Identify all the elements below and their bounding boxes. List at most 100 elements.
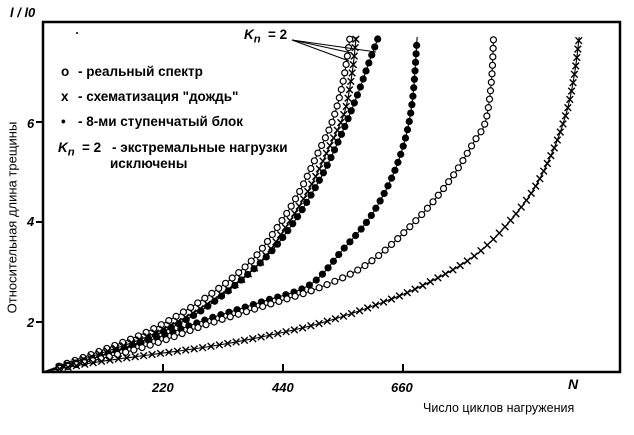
cross-marker [536, 174, 544, 183]
cross-marker [148, 350, 156, 359]
open-circle-marker [323, 280, 331, 289]
open-circle-marker [325, 126, 333, 134]
cross-marker [315, 319, 323, 328]
open-circle-marker [179, 308, 187, 316]
annotation-k: K [244, 27, 254, 42]
cross-marker [307, 322, 315, 330]
open-circle-marker [258, 244, 267, 252]
kn-annotation: Kn [244, 27, 261, 46]
cross-marker [223, 339, 232, 348]
filled-circle-marker [399, 142, 407, 150]
open-circle-marker [429, 198, 437, 206]
legend-label: - схематизация "дождь" [78, 89, 239, 104]
cross-marker [561, 112, 570, 120]
open-circle-marker [454, 164, 462, 172]
cross-marker [114, 355, 123, 363]
cross-marker [559, 120, 567, 128]
open-circle-marker [331, 110, 339, 118]
open-circle-marker [172, 312, 180, 320]
open-circle-marker [489, 53, 497, 61]
cross-marker [522, 196, 531, 205]
filled-circle-marker [407, 109, 415, 117]
filled-circle-marker [284, 227, 292, 235]
cross-marker [347, 309, 356, 318]
filled-circle-marker [365, 59, 373, 67]
open-circle-marker [307, 287, 315, 295]
filled-circle-marker [330, 146, 339, 154]
open-circle-marker [485, 95, 494, 103]
open-circle-marker [467, 142, 476, 150]
open-circle-marker [178, 329, 186, 338]
open-circle-marker [342, 60, 350, 69]
open-circle-marker [122, 348, 130, 356]
cross-marker [569, 78, 577, 87]
cross-marker [539, 167, 548, 175]
open-circle-marker [287, 202, 295, 210]
cross-marker [240, 336, 249, 345]
cross-marker [347, 77, 355, 86]
filled-circle-marker [413, 41, 421, 49]
open-circle-marker [263, 237, 272, 246]
open-circle-marker [484, 104, 492, 112]
filled-circle-marker [410, 75, 419, 83]
filled-circle-marker [371, 43, 379, 51]
open-circle-marker [250, 305, 259, 313]
cross-marker [290, 326, 299, 334]
cross-marker [556, 128, 565, 136]
filled-circle-marker [244, 270, 252, 279]
cross-marker [470, 252, 479, 260]
filled-circle-marker [319, 169, 328, 177]
open-circle-marker [226, 313, 234, 321]
cross-marker [547, 151, 555, 160]
plot-frame [41, 20, 622, 374]
cross-marker [89, 358, 97, 367]
y-tick-label: 4 [27, 214, 35, 229]
cross-marker [371, 301, 380, 309]
cross-marker [198, 343, 207, 352]
cross-marker [72, 361, 81, 370]
filled-circle-marker [273, 240, 282, 248]
cross-marker [403, 288, 412, 297]
cross-marker [355, 307, 364, 315]
filled-circle-marker [374, 35, 382, 43]
filled-circle-marker [350, 99, 358, 107]
open-circle-marker [194, 323, 202, 332]
filled-circle-marker [335, 250, 343, 259]
cross-marker [349, 60, 358, 69]
filled-circle-marker [362, 67, 370, 75]
cross-marker [531, 182, 540, 190]
open-circle-marker [210, 318, 218, 326]
filled-circle-marker [250, 265, 258, 273]
cross-marker [97, 357, 106, 366]
cross-marker [345, 85, 354, 94]
legend-marker-filled-circle: • [61, 114, 66, 129]
open-circle-marker [400, 229, 408, 237]
open-circle-marker [346, 270, 354, 278]
filled-circle-marker [408, 101, 416, 109]
cross-marker [512, 210, 520, 218]
filled-circle-marker [346, 238, 354, 246]
open-circle-marker [307, 164, 315, 173]
open-circle-marker [296, 187, 304, 196]
open-circle-marker [463, 149, 471, 157]
open-circle-marker [339, 274, 347, 282]
filled-circle-marker [293, 213, 302, 221]
cross-marker [567, 87, 576, 95]
kn-note-line2: исключены [110, 156, 188, 171]
filled-circle-marker [324, 264, 332, 272]
filled-circle-marker [307, 191, 315, 199]
cross-marker [564, 103, 572, 112]
open-circle-marker [459, 156, 467, 165]
cross-marker [573, 53, 581, 62]
stray-dot [76, 32, 78, 34]
open-circle-marker [381, 246, 389, 254]
filled-circle-marker [211, 297, 219, 305]
cross-marker [350, 52, 359, 60]
open-circle-marker [221, 279, 230, 287]
filled-circle-marker [279, 233, 287, 242]
cross-marker [265, 331, 274, 340]
cross-marker [323, 317, 332, 326]
filled-circle-marker [344, 115, 352, 123]
